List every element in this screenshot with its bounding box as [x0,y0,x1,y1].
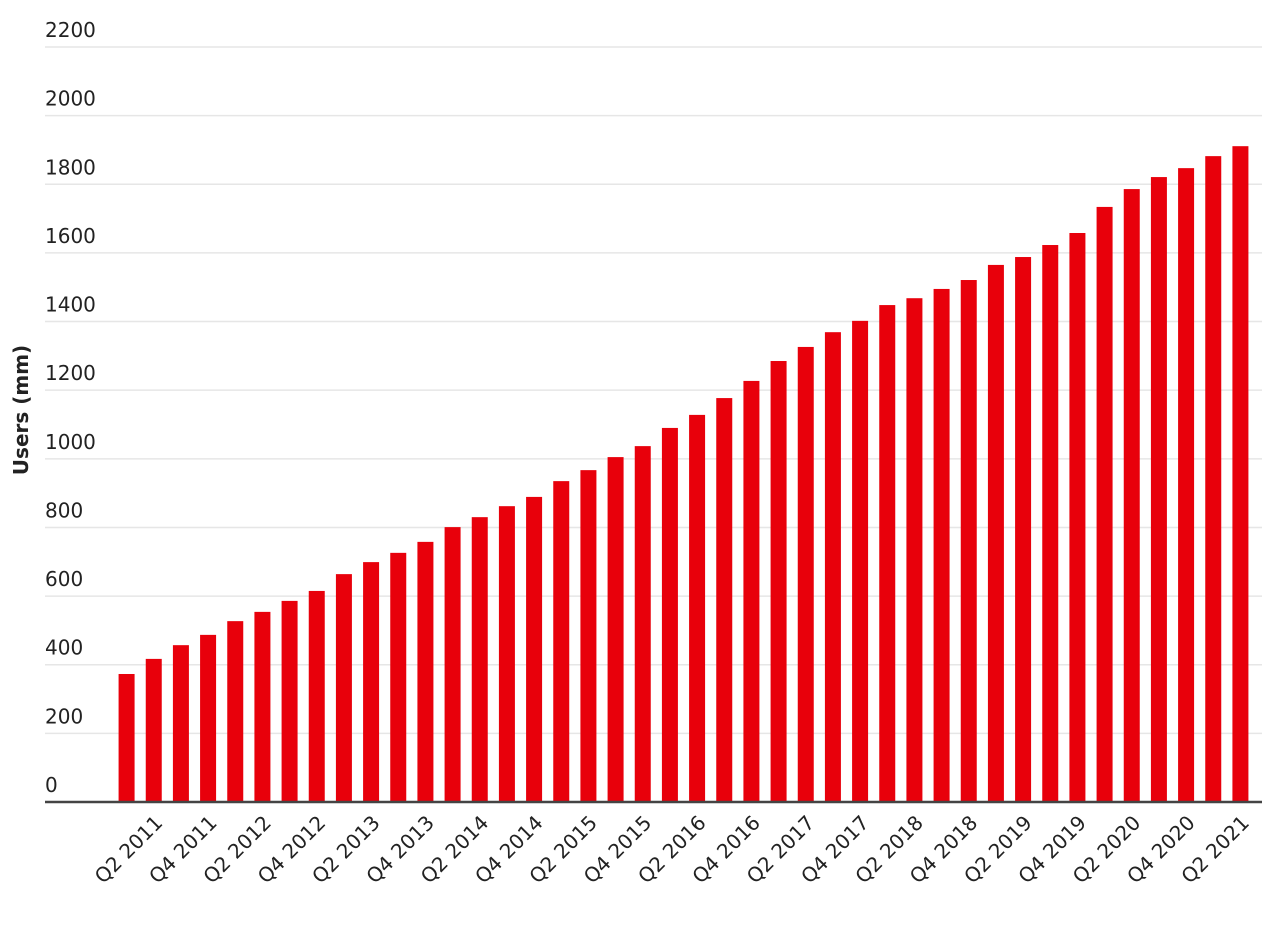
bar [879,305,896,802]
bar [634,446,651,802]
bar [906,298,923,802]
bar [172,645,189,802]
bar [607,457,624,802]
bar [390,552,407,802]
bar [1150,177,1167,802]
bar [743,380,760,802]
bar [145,658,162,802]
y-tick-label: 1000 [45,430,96,454]
y-axis-label: Users (mm) [9,345,33,475]
bar [281,600,298,802]
bar [417,541,434,802]
bar [824,332,841,802]
y-tick-label: 800 [45,498,83,522]
bar [1015,257,1032,802]
y-tick-label: 1200 [45,361,96,385]
y-tick-label: 1600 [45,224,96,248]
bar [852,320,869,802]
bar [1096,206,1113,802]
y-tick-label: 1800 [45,155,96,179]
y-tick-label: 600 [45,567,83,591]
y-tick-label: 400 [45,636,83,660]
bar [1123,189,1140,802]
bar [254,611,271,802]
bar [1178,168,1195,802]
y-tick-label: 2000 [45,87,96,111]
bar [933,288,950,802]
bar [308,590,325,802]
bar [987,264,1004,803]
y-tick-label: 2200 [45,18,96,42]
bar [118,673,135,802]
bar [580,470,597,802]
y-tick-label: 1400 [45,293,96,317]
bar [960,280,977,802]
bar [1232,146,1249,802]
bar [1205,156,1222,802]
bar [553,481,570,802]
bar [471,517,488,802]
bar [661,427,678,802]
bar [363,562,380,802]
bar [444,527,461,802]
bar [526,496,543,802]
bar [716,398,733,802]
bar [498,506,515,802]
bar [200,634,217,802]
bar [689,414,706,802]
bar [335,574,352,802]
bar [227,621,244,802]
y-tick-label: 0 [45,773,58,797]
bar [1069,233,1086,803]
bar [770,361,787,802]
bar [1042,245,1059,802]
y-tick-label: 200 [45,704,83,728]
bar [797,346,814,802]
